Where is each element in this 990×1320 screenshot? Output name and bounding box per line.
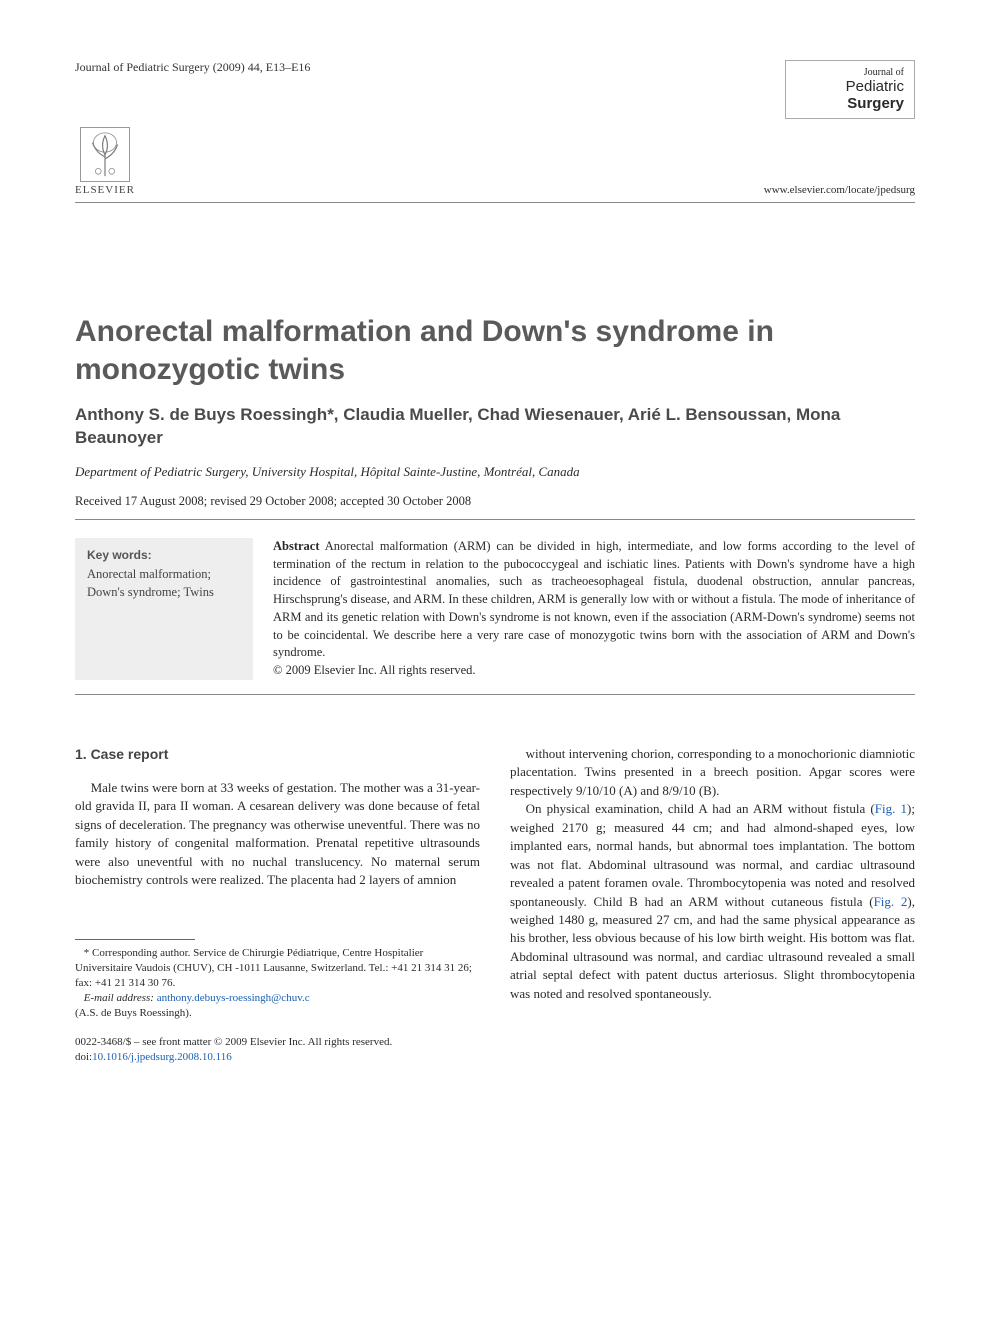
- p3-part-a: On physical examination, child A had an …: [526, 801, 875, 816]
- p3-part-c: ), weighed 1480 g, measured 27 cm, and h…: [510, 894, 915, 1001]
- rule-bottom: [75, 694, 915, 695]
- article-title: Anorectal malformation and Down's syndro…: [75, 313, 915, 388]
- corresponding-author-footnote: * Corresponding author. Service de Chiru…: [75, 946, 480, 991]
- doi-block: 0022-3468/$ – see front matter © 2009 El…: [75, 1035, 480, 1065]
- doi-label: doi:: [75, 1051, 92, 1063]
- journal-name-2: Surgery: [796, 95, 904, 112]
- journal-badge: Journal of Pediatric Surgery: [785, 60, 915, 119]
- keywords-box: Key words: Anorectal malformation; Down'…: [75, 538, 253, 680]
- fig-2-link[interactable]: Fig. 2: [874, 894, 908, 909]
- journal-name-1: Pediatric: [796, 78, 904, 95]
- rule-top: [75, 202, 915, 203]
- email-footnote: E-mail address: anthony.debuys-roessingh…: [75, 991, 480, 1006]
- abstract-block: Abstract Anorectal malformation (ARM) ca…: [273, 538, 915, 680]
- journal-url[interactable]: www.elsevier.com/locate/jpedsurg: [764, 184, 915, 196]
- body-paragraph-2: without intervening chorion, correspondi…: [510, 745, 915, 800]
- header-row: Journal of Pediatric Surgery (2009) 44, …: [75, 60, 915, 119]
- authors-list: Anthony S. de Buys Roessingh*, Claudia M…: [75, 404, 915, 450]
- column-left: 1. Case report Male twins were born at 3…: [75, 745, 480, 1065]
- p3-part-b: ); weighed 2170 g; measured 44 cm; and h…: [510, 801, 915, 908]
- email-link[interactable]: anthony.debuys-roessingh@chuv.c: [157, 992, 310, 1004]
- abstract-body: Anorectal malformation (ARM) can be divi…: [273, 539, 915, 660]
- abstract-copyright: © 2009 Elsevier Inc. All rights reserved…: [273, 663, 476, 677]
- affiliation: Department of Pediatric Surgery, Univers…: [75, 464, 915, 480]
- rule-mid: [75, 519, 915, 520]
- footnote-separator: [75, 939, 195, 940]
- doi-link[interactable]: 10.1016/j.jpedsurg.2008.10.116: [92, 1051, 232, 1063]
- publisher-name: ELSEVIER: [75, 184, 135, 196]
- keywords-body: Anorectal malformation; Down's syndrome;…: [87, 565, 241, 601]
- abstract-label: Abstract: [273, 539, 320, 553]
- abstract-row: Key words: Anorectal malformation; Down'…: [75, 538, 915, 680]
- body-columns: 1. Case report Male twins were born at 3…: [75, 745, 915, 1065]
- keywords-heading: Key words:: [87, 548, 241, 562]
- article-dates: Received 17 August 2008; revised 29 Octo…: [75, 494, 915, 509]
- elsevier-tree-icon: [80, 127, 130, 182]
- body-paragraph-3: On physical examination, child A had an …: [510, 800, 915, 1003]
- logo-row: ELSEVIER www.elsevier.com/locate/jpedsur…: [75, 127, 915, 196]
- fig-1-link[interactable]: Fig. 1: [875, 801, 907, 816]
- column-right: without intervening chorion, correspondi…: [510, 745, 915, 1065]
- body-paragraph-1: Male twins were born at 33 weeks of gest…: [75, 779, 480, 890]
- citation-text: Journal of Pediatric Surgery (2009) 44, …: [75, 60, 310, 75]
- section-heading: 1. Case report: [75, 745, 480, 765]
- journal-of-label: Journal of: [796, 67, 904, 78]
- email-label: E-mail address:: [84, 992, 154, 1004]
- elsevier-logo: ELSEVIER: [75, 127, 135, 196]
- issn-line: 0022-3468/$ – see front matter © 2009 El…: [75, 1035, 480, 1050]
- email-author: (A.S. de Buys Roessingh).: [75, 1006, 480, 1021]
